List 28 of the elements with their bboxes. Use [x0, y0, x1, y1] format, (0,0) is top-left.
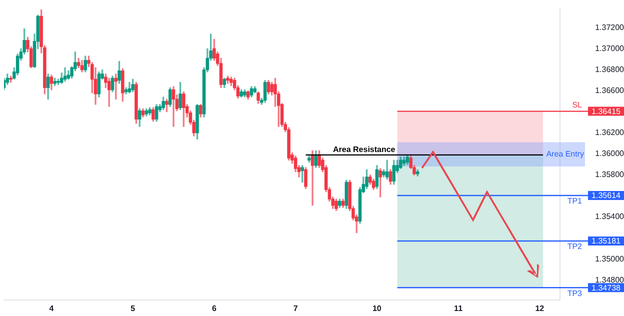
ref-line-label: TP3 — [567, 288, 583, 298]
text: 1.34738 — [592, 283, 622, 292]
x-tick-label: 7 — [293, 304, 298, 314]
text: 1.36415 — [592, 107, 622, 116]
x-tick-label: 4 — [49, 304, 54, 314]
candlestick — [172, 86, 176, 127]
x-tick-label: 12 — [535, 304, 545, 314]
band-label: Area Entry — [546, 150, 584, 159]
y-tick-label: 1.37000 — [595, 44, 624, 53]
y-tick-label: 1.35400 — [595, 212, 624, 222]
ref-line-label: SL — [572, 100, 583, 110]
y-tick-label: 1.35800 — [595, 170, 624, 180]
x-tick-label: 6 — [212, 304, 217, 314]
y-tick-label: 1.34800 — [595, 275, 624, 284]
x-tick-label: 5 — [130, 304, 136, 314]
y-tick-label: 1.37200 — [595, 22, 624, 32]
ref-line-label: Area Resistance — [333, 145, 396, 154]
y-tick-label: 1.36000 — [595, 149, 624, 158]
text: 1.35614 — [592, 191, 622, 200]
text: 1.35181 — [592, 236, 622, 246]
x-tick-label: 11 — [454, 304, 464, 314]
ref-line-label: TP1 — [567, 196, 583, 206]
y-tick-label: 1.35000 — [595, 254, 624, 264]
y-tick-label: 1.36600 — [595, 86, 624, 96]
y-tick-label: 1.36800 — [595, 65, 624, 74]
ref-line-label: TP2 — [567, 242, 583, 252]
x-tick-label: 10 — [372, 304, 382, 314]
y-tick-label: 1.36200 — [595, 128, 624, 138]
